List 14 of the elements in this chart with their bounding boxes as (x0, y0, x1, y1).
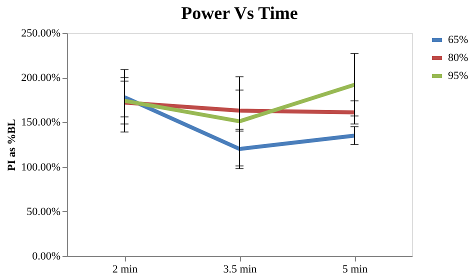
x-tick-label: 3.5 min (223, 264, 258, 276)
legend-label: 65% (448, 34, 468, 46)
x-tick-label: 2 min (112, 264, 138, 276)
y-axis-title: PI as %BL (6, 119, 18, 171)
x-tick-label: 5 min (342, 264, 368, 276)
y-tick-label: 150.00% (21, 116, 60, 129)
y-tick-label: 100.00% (21, 161, 60, 174)
y-tick-label: 0.00% (32, 250, 60, 262)
legend-label: 95% (448, 70, 468, 82)
chart-title: Power Vs Time (181, 3, 298, 23)
y-tick-label: 50.00% (26, 206, 60, 218)
y-tick-label: 250.00% (21, 28, 60, 40)
legend-label: 80% (448, 52, 468, 64)
y-tick-label: 200.00% (21, 72, 60, 84)
